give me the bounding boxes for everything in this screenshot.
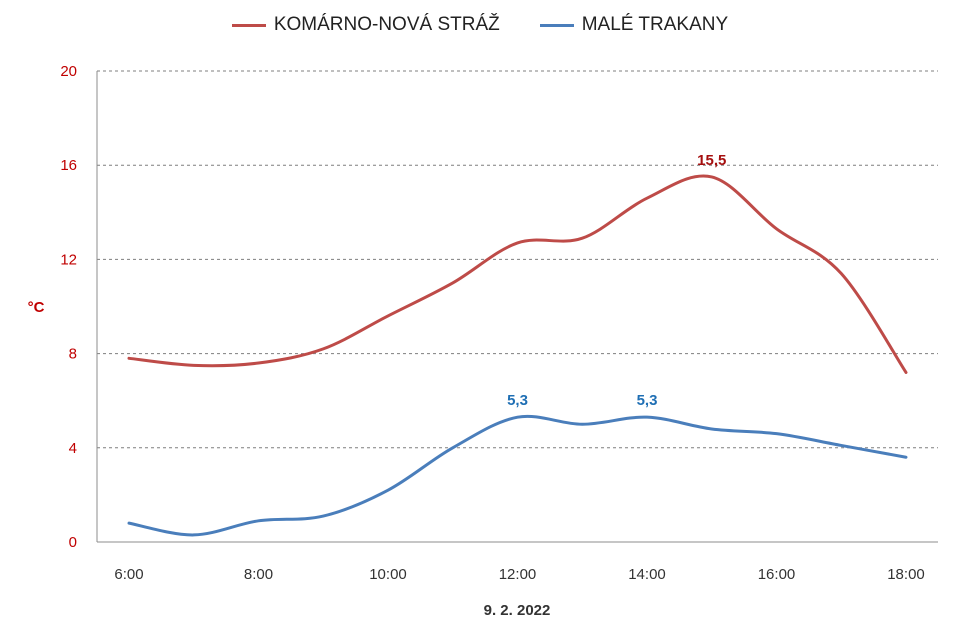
series-lines bbox=[127, 174, 908, 537]
series-line-1 bbox=[127, 414, 908, 537]
data-label: 5,3 bbox=[507, 392, 528, 409]
y-tick-label: 20 bbox=[60, 63, 77, 80]
gridlines bbox=[97, 70, 938, 449]
x-tick-label: 16:00 bbox=[758, 566, 796, 583]
y-axis-label: °C bbox=[28, 299, 45, 316]
legend-swatch-male-trakany bbox=[539, 23, 574, 27]
y-tick-labels: 0 4 8 12 16 20 bbox=[60, 63, 77, 551]
axes bbox=[96, 71, 938, 543]
x-tick-labels: 6:00 8:00 10:00 12:00 14:00 16:00 18:00 bbox=[114, 566, 924, 583]
x-tick-label: 14:00 bbox=[628, 566, 666, 583]
y-tick-label: 16 bbox=[60, 157, 77, 174]
x-tick-label: 10:00 bbox=[369, 566, 407, 583]
series-line-0 bbox=[127, 174, 908, 374]
x-axis-label: 9. 2. 2022 bbox=[484, 602, 551, 619]
y-tick-label: 0 bbox=[69, 534, 77, 551]
x-tick-label: 8:00 bbox=[244, 566, 273, 583]
y-tick-label: 8 bbox=[69, 346, 77, 363]
y-tick-label: 12 bbox=[60, 251, 77, 268]
data-label: 15,5 bbox=[697, 152, 726, 169]
legend-item-komarno: KOMÁRNO-NOVÁ STRÁŽ bbox=[231, 14, 500, 36]
y-tick-label: 4 bbox=[69, 440, 77, 457]
data-labels: 15,5 5,3 5,3 bbox=[507, 152, 726, 409]
x-tick-label: 6:00 bbox=[114, 566, 143, 583]
chart-legend: KOMÁRNO-NOVÁ STRÁŽ MALÉ TRAKANY bbox=[0, 14, 960, 36]
legend-item-male-trakany: MALÉ TRAKANY bbox=[539, 14, 729, 36]
legend-label-male-trakany: MALÉ TRAKANY bbox=[581, 14, 729, 35]
x-tick-label: 12:00 bbox=[499, 566, 537, 583]
legend-label-komarno: KOMÁRNO-NOVÁ STRÁŽ bbox=[273, 14, 500, 35]
x-tick-label: 18:00 bbox=[887, 566, 925, 583]
data-label: 5,3 bbox=[637, 392, 658, 409]
legend-swatch-komarno bbox=[231, 23, 266, 27]
